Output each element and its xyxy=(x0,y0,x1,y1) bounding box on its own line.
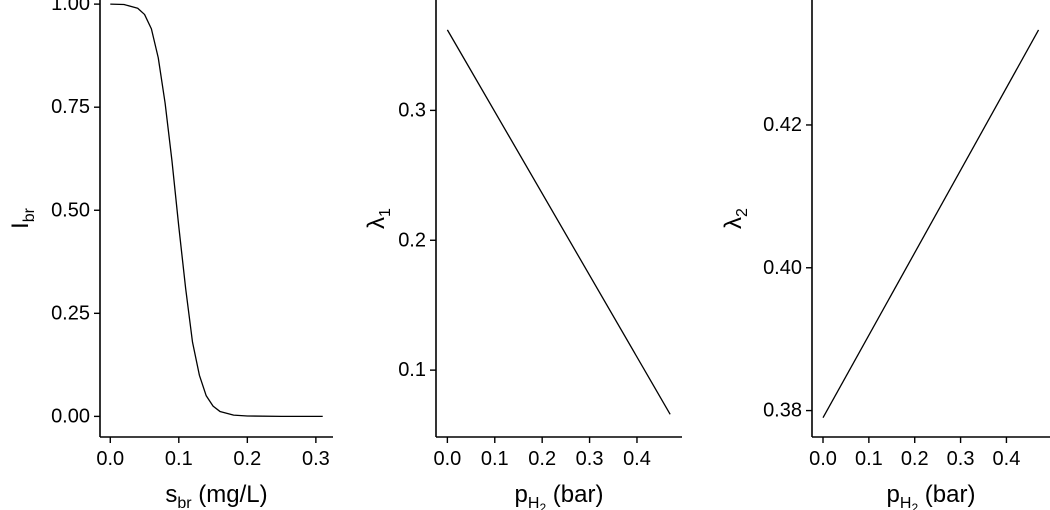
x-axis-label: sbr (mg/L) xyxy=(165,481,267,510)
series-line xyxy=(110,3,323,418)
y-axis-label: Ibr xyxy=(7,207,38,229)
series-line xyxy=(446,29,671,415)
x-tick-label: 0.3 xyxy=(947,448,975,470)
y-tick-label: 0.1 xyxy=(398,359,426,381)
y-tick-label: 0.42 xyxy=(763,114,802,136)
x-axis-label: pH2 (bar) xyxy=(515,481,604,510)
x-tick-label: 0.0 xyxy=(96,448,124,470)
x-tick-label: 0.4 xyxy=(623,448,651,470)
x-tick-label: 0.1 xyxy=(855,448,883,470)
x-tick-label: 0.2 xyxy=(901,448,929,470)
y-tick-label: 0.75 xyxy=(51,96,90,118)
y-tick-label: 0.38 xyxy=(763,400,802,422)
x-tick-label: 0.1 xyxy=(481,448,509,470)
y-tick-label: 1.00 xyxy=(51,0,90,15)
y-tick-label: 0.2 xyxy=(398,229,426,251)
x-tick-label: 0.1 xyxy=(165,448,193,470)
y-tick-label: 0.3 xyxy=(398,99,426,121)
y-axis-label: λ2 xyxy=(720,208,751,229)
x-tick-label: 0.3 xyxy=(302,448,330,470)
y-tick-label: 0.40 xyxy=(763,257,802,279)
series-line xyxy=(822,29,1040,419)
x-tick-label: 0.2 xyxy=(233,448,261,470)
y-axis-label: λ1 xyxy=(363,208,394,229)
chart-panel-sbr-ibr: 0.00 0.25 0.50 0.75 1.00 0.0 0.1 0.2 0.3 sbr (mg/… xyxy=(7,0,333,510)
x-tick-label: 0.3 xyxy=(576,448,604,470)
y-tick-label: 0.25 xyxy=(51,302,90,324)
y-tick-label: 0.50 xyxy=(51,199,90,221)
x-tick-label: 0.4 xyxy=(993,448,1021,470)
x-tick-label: 0.2 xyxy=(528,448,556,470)
x-tick-label: 0.0 xyxy=(433,448,461,470)
x-tick-label: 0.0 xyxy=(809,448,837,470)
chart-panel-ph2-lambda2: 0.38 0.40 0.42 0.0 0.1 0.2 0.3 0.4 pH2 (bar) λ2 xyxy=(720,0,1050,510)
chart-panel-ph2-lambda1: 0.1 0.2 0.3 0.0 0.1 0.2 0.3 0.4 pH2 (bar) λ1 xyxy=(363,0,682,510)
y-tick-label: 0.00 xyxy=(51,405,90,427)
x-axis-label: pH2 (bar) xyxy=(887,481,976,510)
